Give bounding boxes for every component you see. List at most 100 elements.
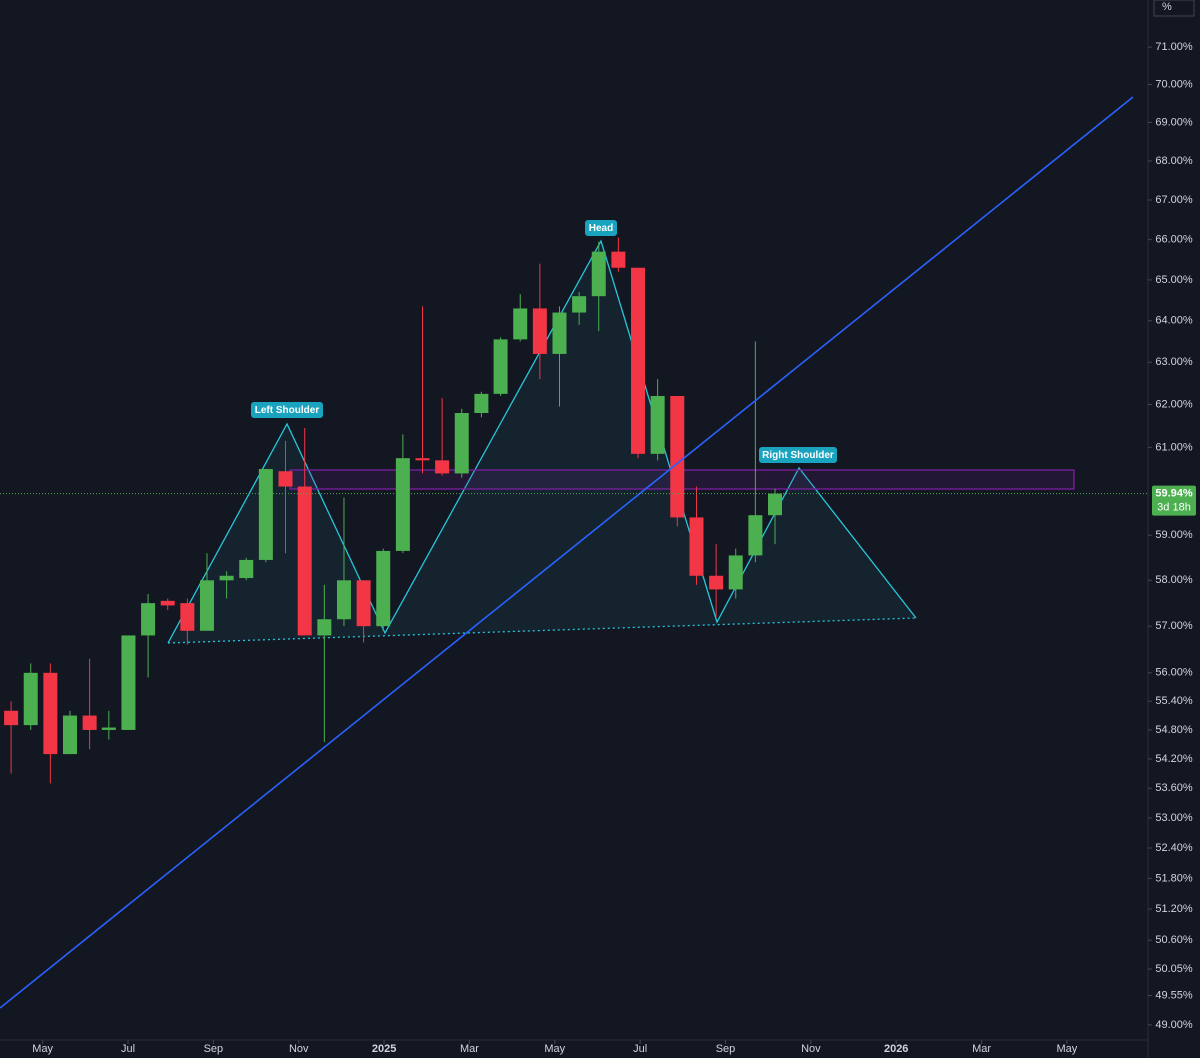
annotation: Head xyxy=(589,223,613,234)
candle-body xyxy=(454,412,469,474)
y-tick-label: 54.20% xyxy=(1155,753,1193,765)
candle-body xyxy=(160,600,175,606)
x-tick-label: Sep xyxy=(204,1043,224,1055)
y-tick-label: 61.00% xyxy=(1155,441,1193,453)
y-tick-label: 69.00% xyxy=(1155,116,1193,128)
x-tick-label: May xyxy=(544,1043,565,1055)
x-tick-label: May xyxy=(32,1043,53,1055)
candle-body xyxy=(101,727,116,730)
x-tick-label: Mar xyxy=(460,1043,479,1055)
candle-body xyxy=(532,308,547,354)
x-tick-label: 2026 xyxy=(884,1043,908,1055)
label-box xyxy=(759,447,837,463)
candle-body xyxy=(121,635,136,730)
y-tick-label: 70.00% xyxy=(1155,78,1193,90)
candle-body xyxy=(728,555,743,590)
y-tick-label: 71.00% xyxy=(1155,41,1193,53)
candle-body xyxy=(513,308,528,340)
y-tick-label: 67.00% xyxy=(1155,194,1193,206)
y-tick-label: 55.40% xyxy=(1155,695,1193,707)
pattern-fill xyxy=(168,241,916,643)
label-box xyxy=(585,220,617,236)
candle-body xyxy=(709,575,724,590)
x-tick-label: 2025 xyxy=(372,1043,396,1055)
candle-body xyxy=(141,603,156,636)
candle-body xyxy=(180,603,195,631)
candle-body xyxy=(356,580,371,627)
candle-body xyxy=(395,458,410,551)
y-tick-label: 59.00% xyxy=(1155,529,1193,541)
y-axis: 71.00% 70.00% 69.00% 68.00% 67.00% 66.00% 65.0… xyxy=(1148,41,1193,1031)
candle-body xyxy=(552,312,567,354)
x-axis: May Jul Sep Nov 2025 Mar May Jul Sep Nov 2026 Mar Ma… xyxy=(32,1040,1078,1055)
candle-body xyxy=(493,339,508,394)
x-tick-label: May xyxy=(1057,1043,1078,1055)
price-box xyxy=(1152,485,1196,516)
candle-body xyxy=(317,619,332,636)
candle-body xyxy=(4,710,19,726)
pattern-outline xyxy=(167,239,917,644)
label-box xyxy=(251,402,323,418)
candle-body xyxy=(43,672,58,755)
trendline xyxy=(0,96,1134,1009)
y-tick-label: 68.00% xyxy=(1155,155,1193,167)
candle-body xyxy=(572,296,587,313)
candle-body xyxy=(650,395,665,454)
y-tick-label: 50.05% xyxy=(1155,963,1193,975)
unit-box xyxy=(1153,0,1195,17)
axis-unit: % xyxy=(1162,1,1172,13)
candles xyxy=(4,237,783,784)
x-tick-label: Sep xyxy=(716,1043,736,1055)
y-tick-label: 65.00% xyxy=(1155,274,1193,286)
x-tick-label: Jul xyxy=(633,1043,647,1055)
y-tick-label: 51.20% xyxy=(1155,903,1193,915)
candle-body xyxy=(768,493,783,516)
price-label: 59.94% xyxy=(1155,487,1193,499)
candle-body xyxy=(336,580,351,620)
candle-body xyxy=(631,267,646,454)
candle-body xyxy=(278,471,293,487)
y-tick-label: 54.80% xyxy=(1155,724,1193,736)
annotation: Right Shoulder xyxy=(762,450,834,461)
x-tick-label: Mar xyxy=(972,1043,991,1055)
candle-body xyxy=(670,395,685,518)
y-tick-label: 58.00% xyxy=(1155,574,1193,586)
y-tick-label: 51.80% xyxy=(1155,872,1193,884)
y-tick-label: 66.00% xyxy=(1155,234,1193,246)
candle-body xyxy=(748,515,763,556)
candle-body xyxy=(415,458,430,461)
y-tick-label: 57.00% xyxy=(1155,620,1193,632)
x-tick-label: Jul xyxy=(121,1043,135,1055)
candle-body xyxy=(611,251,626,268)
y-tick-label: 50.60% xyxy=(1155,934,1193,946)
y-tick-label: 53.60% xyxy=(1155,782,1193,794)
y-tick-label: 62.00% xyxy=(1155,398,1193,410)
x-tick-label: Nov xyxy=(801,1043,821,1055)
candle-body xyxy=(591,251,606,297)
y-tick-label: 52.40% xyxy=(1155,842,1193,854)
candle-body xyxy=(62,715,77,755)
y-tick-label: 49.00% xyxy=(1155,1019,1193,1031)
candle-body xyxy=(219,575,234,581)
pattern-labels: Left Shoulder Head Right Shoulder xyxy=(251,220,837,463)
candle-body xyxy=(239,559,254,579)
candle-body xyxy=(689,517,704,576)
candle-body xyxy=(199,580,214,631)
candle-body xyxy=(474,393,489,413)
candle-body xyxy=(297,486,312,636)
annotation: Left Shoulder xyxy=(255,405,320,416)
price-marker: 59.94% 3d 18h xyxy=(0,485,1196,516)
y-tick-label: 63.00% xyxy=(1155,356,1193,368)
candle-body xyxy=(435,460,450,474)
candle-body xyxy=(82,715,97,730)
candle-body xyxy=(23,672,38,726)
x-tick-label: Nov xyxy=(289,1043,309,1055)
countdown: 3d 18h xyxy=(1157,501,1191,513)
y-tick-label: 56.00% xyxy=(1155,667,1193,679)
y-tick-label: 49.55% xyxy=(1155,989,1193,1001)
candle-body xyxy=(258,469,273,560)
y-tick-label: 64.00% xyxy=(1155,315,1193,327)
